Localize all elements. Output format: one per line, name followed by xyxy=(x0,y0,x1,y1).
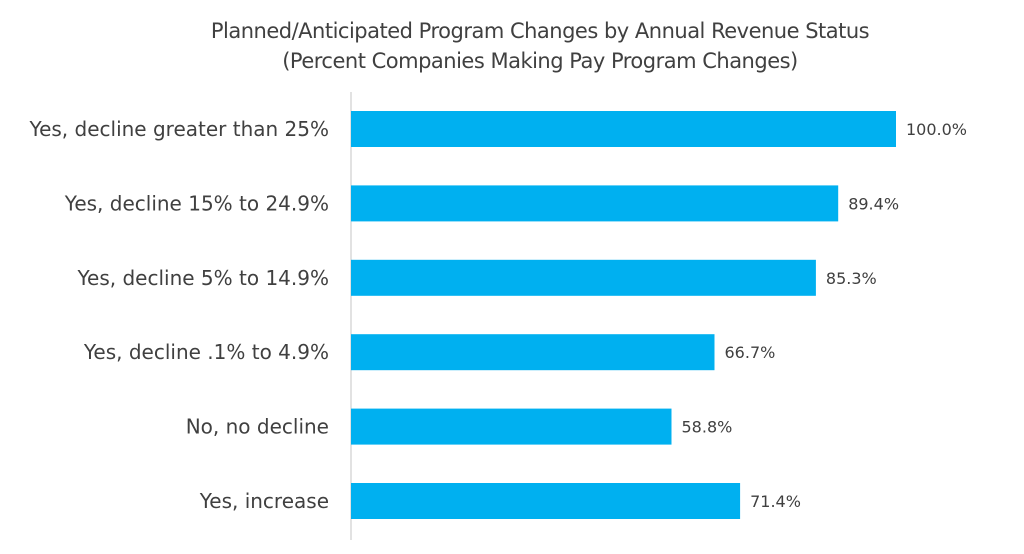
category-label: Yes, decline .1% to 4.9% xyxy=(83,340,329,364)
bar xyxy=(351,185,839,222)
category-label: Yes, decline 15% to 24.9% xyxy=(64,191,329,215)
data-label: 66.7% xyxy=(725,343,776,362)
chart-title: Planned/Anticipated Program Changes by A… xyxy=(210,19,870,43)
category-label: Yes, decline greater than 25% xyxy=(29,117,329,141)
bar xyxy=(351,259,816,296)
bar xyxy=(351,111,896,147)
category-label: No, no decline xyxy=(186,415,329,439)
bar xyxy=(351,408,672,445)
bar xyxy=(351,334,715,371)
data-label: 100.0% xyxy=(906,120,967,139)
data-label: 58.8% xyxy=(682,418,733,437)
category-label: Yes, increase xyxy=(199,489,329,513)
data-label: 85.3% xyxy=(826,269,877,288)
bar xyxy=(351,483,741,519)
category-label: Yes, decline 5% to 14.9% xyxy=(76,266,329,290)
chart-subtitle: (Percent Companies Making Pay Program Ch… xyxy=(282,49,798,73)
data-label: 71.4% xyxy=(750,492,801,511)
data-label: 89.4% xyxy=(848,194,899,213)
